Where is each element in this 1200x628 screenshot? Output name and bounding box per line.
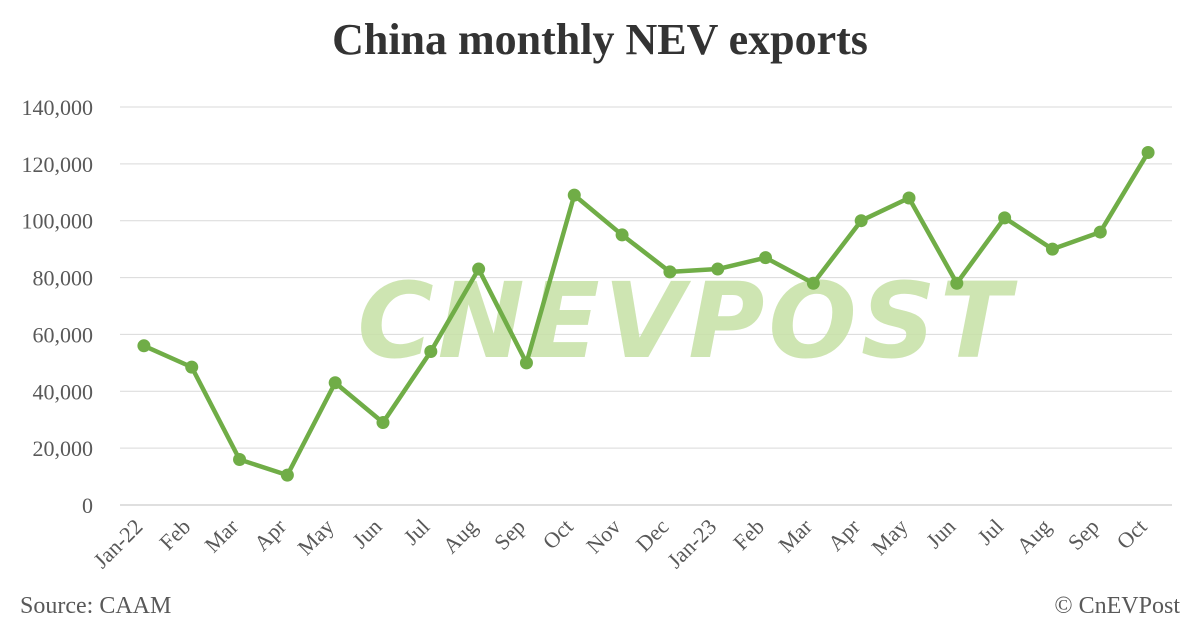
- data-point: [520, 356, 533, 369]
- x-tick-label: Feb: [728, 514, 769, 555]
- y-tick-label: 100,000: [22, 209, 94, 234]
- data-point: [281, 469, 294, 482]
- x-tick-label: Mar: [199, 513, 243, 557]
- x-tick-label: Sep: [489, 514, 530, 555]
- copyright-note: © CnEVPost: [1054, 593, 1180, 620]
- watermark-text: CNEVPOST: [357, 260, 1017, 382]
- x-tick-label: Apr: [823, 513, 865, 555]
- x-tick-label: Mar: [773, 513, 817, 557]
- data-point: [616, 228, 629, 241]
- y-tick-label: 80,000: [33, 266, 94, 291]
- data-point: [711, 263, 724, 276]
- x-tick-label: Feb: [154, 514, 195, 555]
- x-tick-label: Oct: [538, 514, 578, 554]
- x-tick-label: Aug: [1012, 514, 1056, 558]
- y-tick-label: 120,000: [22, 152, 94, 177]
- y-tick-label: 60,000: [33, 322, 94, 347]
- x-tick-label: Apr: [249, 513, 291, 555]
- data-point: [903, 191, 916, 204]
- source-note: Source: CAAM: [20, 593, 171, 620]
- x-tick-label: May: [293, 514, 339, 560]
- data-point: [377, 416, 390, 429]
- data-point: [233, 453, 246, 466]
- data-point: [329, 376, 342, 389]
- x-tick-label: Jun: [921, 514, 960, 553]
- data-point: [185, 361, 198, 374]
- x-tick-label: Oct: [1111, 514, 1151, 554]
- data-point: [759, 251, 772, 264]
- chart-title: China monthly NEV exports: [0, 14, 1200, 65]
- x-tick-label: Jul: [399, 514, 435, 550]
- x-tick-label: May: [866, 514, 912, 560]
- x-tick-label: Jan-23: [662, 514, 721, 573]
- data-point: [424, 345, 437, 358]
- x-tick-label: Nov: [581, 514, 625, 558]
- data-point: [950, 277, 963, 290]
- data-point: [137, 339, 150, 352]
- data-point: [663, 265, 676, 278]
- watermark: CNEVPOST: [357, 260, 1017, 382]
- y-tick-label: 20,000: [33, 436, 94, 461]
- data-point: [1142, 146, 1155, 159]
- x-tick-label: Sep: [1063, 514, 1104, 555]
- y-tick-label: 0: [82, 493, 93, 518]
- x-tick-label: Aug: [438, 514, 482, 558]
- x-tick-label: Jun: [347, 514, 386, 553]
- data-point: [1094, 226, 1107, 239]
- data-point: [998, 211, 1011, 224]
- x-tick-label: Jan-22: [88, 514, 147, 573]
- y-tick-label: 40,000: [33, 379, 94, 404]
- data-point: [472, 263, 485, 276]
- y-tick-label: 140,000: [22, 95, 94, 120]
- data-point: [1046, 243, 1059, 256]
- data-point: [807, 277, 820, 290]
- x-tick-label: Jul: [972, 514, 1008, 550]
- data-point: [568, 189, 581, 202]
- data-point: [855, 214, 868, 227]
